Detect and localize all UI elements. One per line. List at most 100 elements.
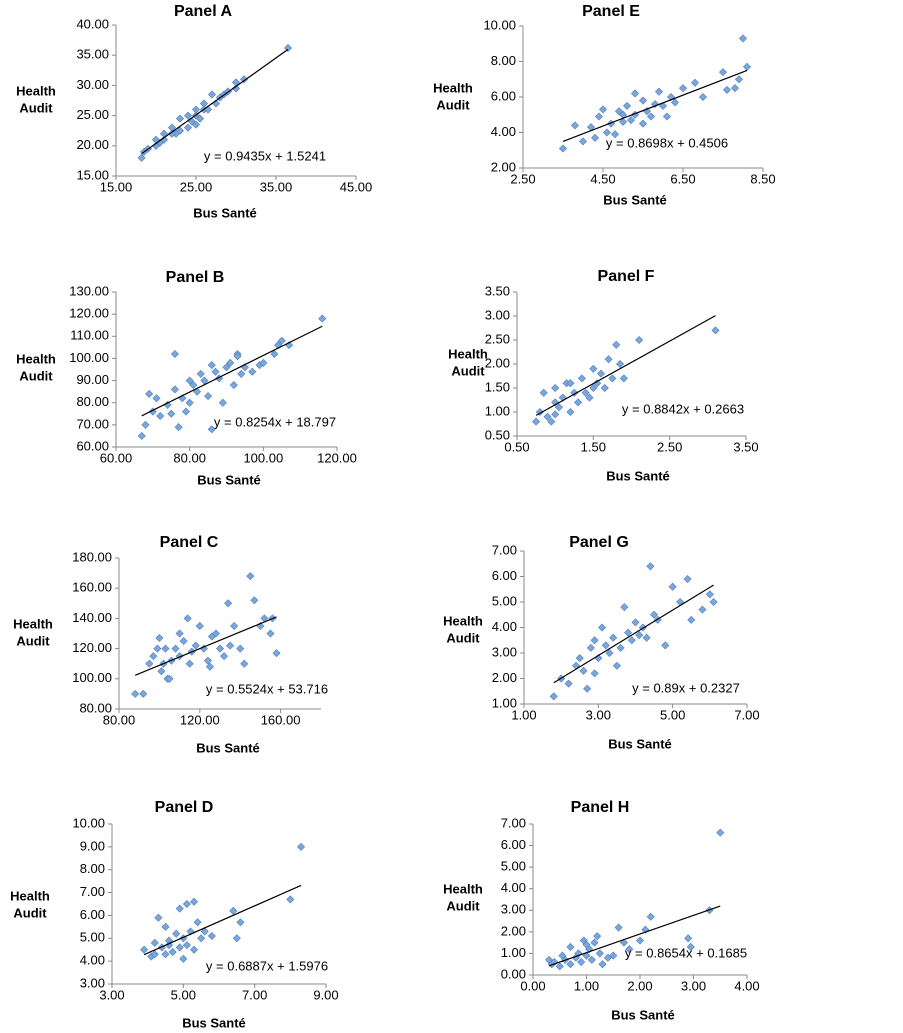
trendline (141, 48, 289, 155)
data-point (297, 842, 306, 851)
data-point (199, 99, 209, 108)
data-point (666, 92, 676, 102)
panel-title: Panel B (166, 269, 225, 286)
data-point (236, 644, 245, 653)
data-point (185, 659, 194, 668)
x-tick-label: 0.00 (520, 978, 545, 993)
y-axis-label: Health (10, 888, 50, 903)
data-point (240, 659, 249, 668)
data-point (190, 945, 199, 954)
data-point (205, 662, 214, 671)
data-point (604, 355, 613, 364)
data-point (183, 614, 192, 623)
data-point (698, 605, 707, 614)
data-point (635, 335, 644, 345)
data-point (179, 954, 188, 963)
data-point (532, 417, 541, 426)
y-tick-label: 5.00 (80, 930, 105, 945)
y-tick-label: 2.00 (485, 355, 510, 370)
data-point (183, 111, 193, 120)
trendline-equation: y = 0.8698x + 0.4506 (606, 135, 728, 150)
panel: Panel D Health Audit Bus Santé 3.00 4.00 5.00 6… (10, 799, 339, 1030)
data-point (566, 407, 575, 417)
y-tick-label: 15.00 (76, 167, 109, 182)
y-tick-label: 160.00 (72, 580, 112, 595)
data-point (131, 689, 140, 698)
data-point (137, 153, 146, 162)
data-point (579, 666, 588, 675)
trendline (548, 905, 721, 967)
trendline (562, 69, 748, 143)
data-point (139, 689, 148, 698)
data-point (193, 918, 202, 927)
data-point (168, 947, 177, 957)
data-point (614, 107, 624, 116)
y-tick-label: 6.00 (492, 568, 517, 583)
trendline-equation: y = 0.6887x + 1.5976 (206, 958, 328, 973)
data-point (140, 945, 149, 954)
y-tick-label: 8.00 (80, 861, 105, 876)
data-point (661, 641, 670, 650)
data-point (229, 380, 238, 390)
panel-title: Panel E (582, 3, 640, 20)
data-point (150, 950, 159, 959)
x-tick-label: 8.50 (750, 171, 775, 186)
data-point (232, 934, 241, 943)
data-point (259, 358, 268, 367)
data-point (566, 960, 575, 969)
data-point (614, 923, 623, 932)
x-tick-label: 9.00 (313, 987, 338, 1002)
y-tick-label: 0.00 (501, 966, 526, 981)
data-point (197, 934, 206, 943)
data-point (635, 936, 645, 945)
y-tick-label: 100.00 (72, 670, 112, 685)
data-point (186, 927, 195, 936)
x-tick-label: 120.00 (180, 712, 220, 727)
panel: Panel B Health Audit Bus Santé 60.00 70.00 80.… (16, 269, 357, 487)
x-tick-label: 100.00 (243, 450, 283, 465)
data-point (207, 931, 216, 941)
x-tick-label: 2.50 (657, 439, 682, 454)
data-point (598, 623, 607, 632)
data-point (711, 326, 720, 335)
data-point (683, 575, 692, 584)
data-point (175, 629, 184, 638)
y-tick-label: 70.00 (76, 416, 109, 431)
data-point (539, 388, 548, 397)
data-point (195, 114, 205, 123)
data-point (698, 92, 708, 102)
data-point (172, 929, 181, 938)
data-point (156, 411, 165, 421)
y-axis-label: Health (16, 351, 56, 366)
x-tick-label: 2.50 (510, 171, 535, 186)
data-point (630, 110, 640, 119)
data-point (590, 133, 600, 142)
x-tick-label: 35.00 (260, 179, 293, 194)
data-point (627, 636, 636, 645)
data-point (226, 641, 235, 650)
data-point (231, 84, 241, 93)
panel: Panel A Health Audit Bus Santé 15.00 20.00 25.… (16, 3, 372, 220)
data-point (602, 128, 612, 137)
y-tick-label: 3.00 (501, 902, 526, 917)
data-point (250, 596, 259, 605)
panel-title: Panel H (571, 799, 630, 816)
data-point (170, 385, 179, 394)
x-tick-label: 1.00 (511, 707, 536, 722)
data-point (622, 101, 632, 110)
y-tick-label: 110.00 (70, 328, 109, 343)
panel: Panel G Health Audit Bus Santé 1.00 2.00 3.00 4… (443, 534, 760, 751)
y-tick-label: 100.00 (69, 350, 109, 365)
data-point (153, 644, 162, 653)
data-point (266, 629, 275, 638)
data-point (183, 123, 193, 132)
y-tick-label: 8.00 (491, 53, 516, 68)
y-tick-label: 4.00 (492, 619, 517, 634)
data-point (609, 633, 618, 642)
data-point (646, 112, 656, 121)
data-point (229, 906, 238, 915)
data-point (145, 389, 154, 398)
data-point (170, 349, 179, 359)
data-point (574, 949, 583, 958)
data-point (551, 383, 560, 393)
